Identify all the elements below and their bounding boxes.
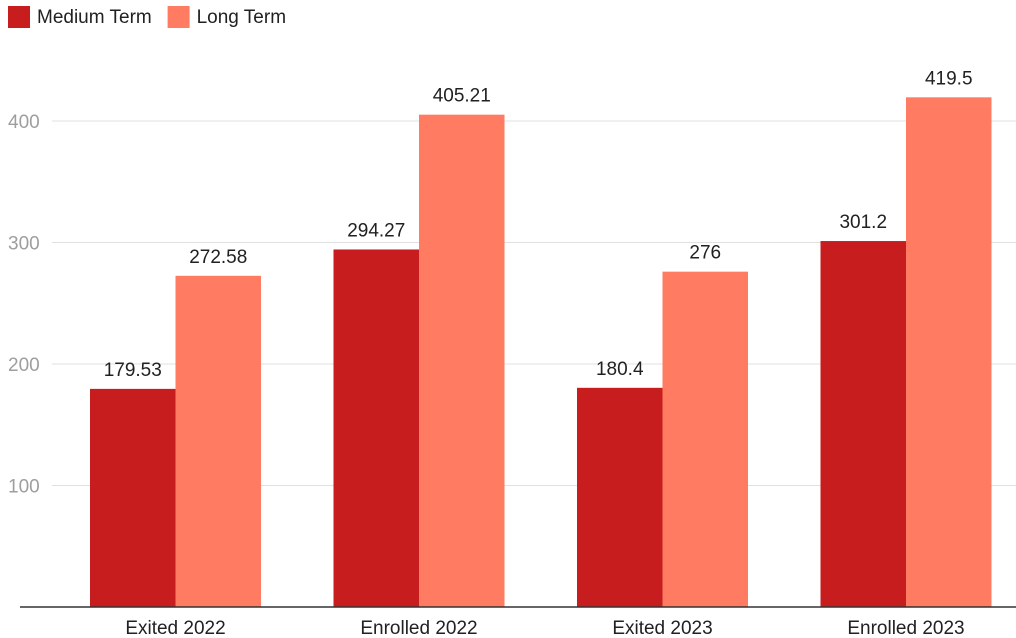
data-label-0-2: 180.4 — [596, 359, 644, 380]
legend-swatch-1 — [167, 6, 190, 28]
legend: Medium Term Long Term — [8, 6, 286, 28]
bars — [90, 97, 992, 608]
data-labels: 179.53 272.58 294.27 405.21 180.4 276 301.2 419… — [104, 68, 973, 381]
y-tick-label-400: 400 — [8, 112, 40, 133]
x-axis-categories: Exited 2022 Enrolled 2022 Exited 2023 Enrol… — [125, 618, 964, 638]
y-tick-label-200: 200 — [8, 355, 40, 376]
legend-label-0: Medium Term — [37, 7, 152, 28]
x-category-label-2: Exited 2023 — [612, 618, 712, 638]
y-axis-ticks: 100 200 300 400 — [8, 112, 40, 498]
data-label-0-1: 294.27 — [347, 220, 405, 241]
bar-0-2 — [577, 387, 663, 607]
bar-0-3 — [820, 241, 906, 608]
bar-1-0 — [175, 275, 261, 607]
bar-1-3 — [906, 97, 992, 608]
x-category-label-0: Exited 2022 — [125, 618, 225, 638]
bar-1-2 — [662, 271, 748, 607]
x-category-label-3: Enrolled 2023 — [847, 618, 964, 638]
data-label-1-0: 272.58 — [189, 247, 247, 268]
bar-1-1 — [419, 114, 505, 607]
x-category-label-1: Enrolled 2022 — [360, 618, 477, 638]
bar-0-0 — [90, 388, 176, 607]
legend-label-1: Long Term — [197, 7, 286, 28]
data-label-0-3: 301.2 — [839, 212, 887, 233]
data-label-1-2: 276 — [689, 243, 721, 264]
y-tick-label-300: 300 — [8, 234, 40, 255]
data-label-1-3: 419.5 — [925, 68, 973, 89]
data-label-0-0: 179.53 — [104, 360, 162, 381]
data-label-1-1: 405.21 — [433, 86, 491, 107]
bar-0-1 — [333, 249, 419, 607]
y-tick-label-100: 100 — [8, 477, 40, 498]
legend-swatch-0 — [8, 6, 30, 28]
